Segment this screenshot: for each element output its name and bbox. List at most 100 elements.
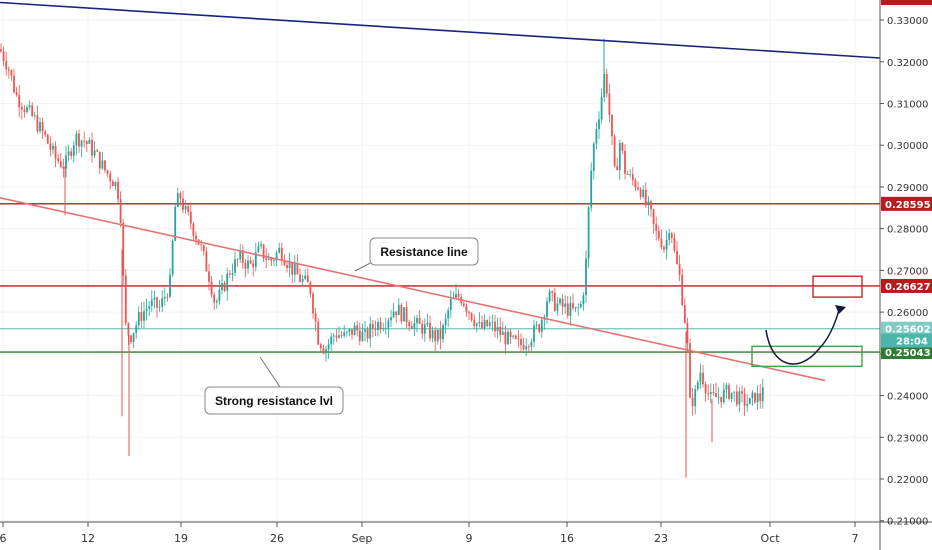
candle (309, 280, 312, 298)
y-tick-label: 0.28000 (887, 225, 928, 236)
candle (696, 379, 699, 392)
candle (262, 243, 265, 262)
candle (213, 292, 216, 310)
candle (720, 396, 723, 409)
candle (236, 257, 239, 267)
trend-lines (0, 1, 881, 382)
candle (15, 87, 18, 97)
candle (673, 232, 676, 253)
candle (356, 320, 359, 337)
level-tag-label: 0.26627 (885, 282, 931, 293)
candle (650, 199, 652, 217)
candle (572, 293, 574, 311)
candle (668, 228, 671, 246)
y-tick-label: 0.30000 (887, 141, 928, 152)
candle (41, 117, 44, 140)
price-axis[interactable]: 0.33000 0.32000 0.31000 0.30000 0.29000 0.280… (880, 16, 928, 528)
candle (122, 219, 125, 286)
time-axis[interactable]: 6 12 19 26 Sep 9 16 23 Oct 7 (0, 522, 859, 545)
candle (702, 364, 704, 388)
level-tag (881, 321, 932, 336)
candle (31, 101, 34, 118)
candles (0, 38, 764, 478)
candle (80, 139, 83, 158)
candle (18, 85, 21, 118)
strong-resistance-callout[interactable]: Strong resistance lvl (204, 356, 344, 415)
candle (179, 191, 182, 206)
candle (499, 317, 502, 343)
candle (582, 292, 585, 311)
candle (663, 245, 665, 253)
candle (23, 105, 26, 118)
candle (712, 384, 715, 396)
resistance-line-callout[interactable]: Resistance line (354, 237, 479, 272)
candle (244, 258, 247, 278)
candle (228, 269, 231, 278)
candle (465, 303, 468, 317)
projection-box[interactable] (812, 275, 863, 298)
y-tick-label: 0.21000 (887, 517, 928, 528)
candle (613, 134, 616, 168)
candle (631, 167, 634, 186)
top-trendline[interactable] (0, 1, 881, 59)
candle (725, 382, 728, 399)
candle (730, 392, 733, 403)
candle (756, 385, 759, 410)
candle (85, 140, 88, 153)
candle (683, 297, 686, 325)
candle (44, 129, 47, 138)
candle (145, 298, 148, 321)
x-tick-label: 7 (852, 532, 859, 545)
candle (616, 157, 619, 171)
candle (644, 182, 647, 209)
candle (106, 169, 109, 178)
projection-box[interactable] (751, 345, 863, 368)
candle (231, 263, 234, 282)
candle (7, 66, 10, 79)
candle (494, 314, 496, 338)
candle (205, 247, 208, 272)
candle (163, 287, 166, 306)
candle (208, 263, 210, 291)
candle (301, 274, 304, 286)
y-tick-label: 0.26000 (887, 308, 928, 319)
candle (652, 208, 655, 234)
candle (169, 267, 171, 299)
candle (715, 382, 717, 398)
candle (384, 317, 387, 335)
candle (335, 329, 338, 343)
candle (366, 326, 369, 343)
candle (88, 137, 91, 145)
candle (611, 114, 613, 146)
candle (387, 317, 390, 338)
resistance-line-label: Resistance line (380, 245, 468, 259)
candle (171, 239, 174, 277)
candle (738, 387, 741, 413)
y-tick-label: 0.23000 (887, 433, 928, 444)
candle (93, 141, 96, 158)
candle (351, 329, 353, 340)
candle (535, 320, 538, 329)
candle (707, 384, 710, 401)
top-price-tag (881, 0, 932, 5)
candle (642, 185, 645, 199)
candle (408, 319, 411, 332)
candle (36, 105, 39, 134)
candle (759, 384, 762, 409)
resistance-line[interactable] (0, 197, 826, 382)
candle (54, 141, 57, 168)
candle (741, 385, 743, 403)
candle (330, 332, 333, 353)
candle (496, 317, 499, 339)
candle (343, 324, 346, 338)
candle (187, 204, 190, 216)
candle (595, 121, 598, 150)
candle (39, 117, 41, 134)
candle (174, 203, 177, 242)
candle (470, 312, 473, 322)
candle (678, 255, 681, 282)
x-tick-label: 12 (81, 532, 95, 545)
candle (403, 306, 405, 322)
candle (746, 394, 749, 412)
